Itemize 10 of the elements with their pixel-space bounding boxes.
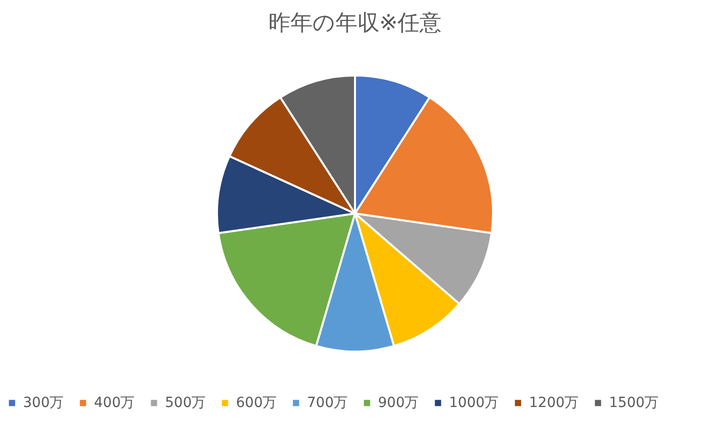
- legend-label: 700万: [307, 395, 348, 411]
- legend-label: 1000万: [449, 395, 499, 411]
- chart-title: 昨年の年収※任意: [268, 11, 442, 36]
- legend-label: 600万: [236, 395, 277, 411]
- legend-label: 500万: [165, 395, 206, 411]
- legend-label: 1500万: [609, 395, 659, 411]
- legend-label: 1200万: [529, 395, 579, 411]
- legend-label: 400万: [94, 395, 135, 411]
- legend-label: 900万: [378, 395, 419, 411]
- legend-label: 300万: [23, 395, 64, 411]
